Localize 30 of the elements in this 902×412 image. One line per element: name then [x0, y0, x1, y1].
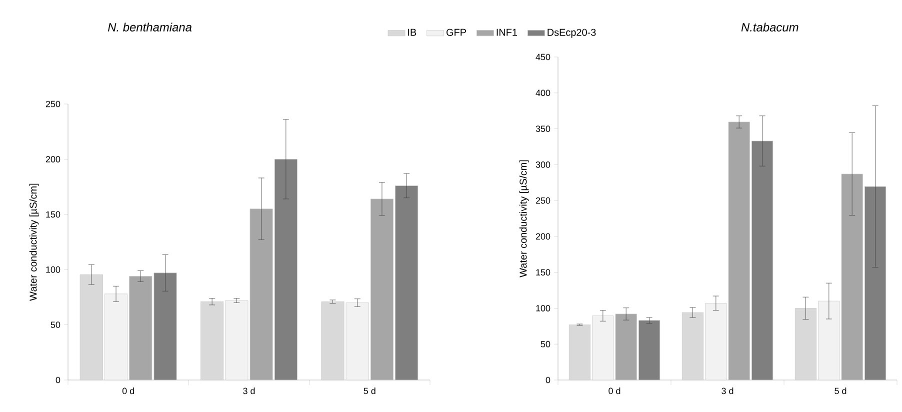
- y-tick-label: 50: [50, 322, 60, 328]
- chart-title: N. benthamiana: [108, 22, 192, 32]
- y-tick-label: 0: [546, 376, 550, 384]
- y-tick-label: 250: [46, 100, 60, 108]
- x-tick-label: 5 d: [364, 388, 376, 394]
- y-tick-label: 300: [536, 161, 550, 168]
- y-tick-label: 400: [536, 90, 550, 96]
- x-tick-label: 3 d: [722, 388, 734, 394]
- x-tick-label: 0 d: [608, 388, 620, 394]
- y-axis-title: Water conductivity [µS/cm]: [519, 160, 529, 278]
- legend-label: INF1: [496, 28, 518, 36]
- y-tick-label: 200: [536, 233, 550, 240]
- y-tick-label: 200: [46, 156, 60, 162]
- x-tick-label: 3 d: [243, 388, 255, 394]
- chart-title: N.tabacum: [741, 22, 798, 32]
- y-tick-label: 100: [536, 305, 550, 312]
- y-axis-title: Water conductivity [µS/cm]: [29, 184, 39, 301]
- y-tick-label: 450: [536, 54, 550, 60]
- legend-label: GFP: [446, 28, 466, 36]
- x-tick-label: 0 d: [122, 388, 134, 394]
- legend-label: IB: [408, 28, 416, 36]
- legend-label: DsEcp20-3: [548, 28, 596, 38]
- y-tick-label: 150: [536, 269, 550, 276]
- y-tick-label: 350: [536, 126, 550, 132]
- y-tick-label: 50: [540, 340, 550, 348]
- y-tick-label: 0: [56, 376, 60, 384]
- y-tick-label: 250: [536, 197, 550, 204]
- y-tick-label: 100: [46, 266, 60, 273]
- x-tick-label: 5 d: [834, 388, 846, 394]
- y-tick-label: 150: [46, 211, 60, 218]
